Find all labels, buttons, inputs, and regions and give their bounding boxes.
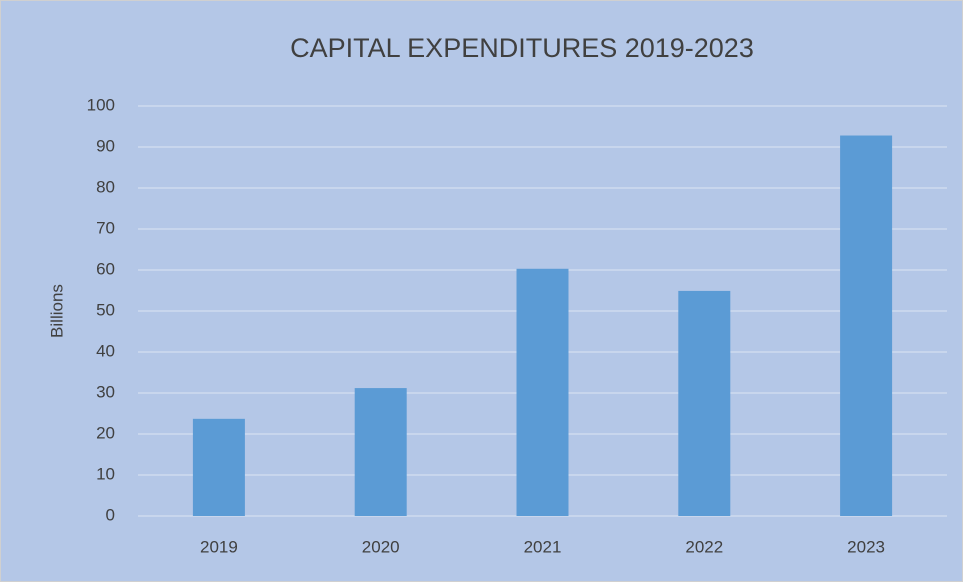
- y-tick-label: 70: [96, 218, 115, 237]
- y-tick-label: 20: [96, 423, 115, 442]
- y-tick-label: 90: [96, 136, 115, 155]
- y-tick-label: 80: [96, 177, 115, 196]
- bar: [516, 268, 569, 516]
- x-tick-label: 2023: [847, 537, 885, 556]
- y-tick-label: 50: [96, 300, 115, 319]
- bar: [192, 418, 245, 516]
- x-tick-label: 2021: [524, 537, 562, 556]
- bar: [678, 290, 731, 516]
- x-tick-label: 2022: [685, 537, 723, 556]
- y-axis-label: Billions: [47, 284, 66, 338]
- y-tick-label: 100: [87, 95, 115, 114]
- x-tick-label: 2019: [200, 537, 238, 556]
- y-tick-label: 30: [96, 382, 115, 401]
- x-tick-label: 2020: [362, 537, 400, 556]
- bar: [354, 388, 407, 516]
- y-tick-label: 40: [96, 341, 115, 360]
- chart-title: CAPITAL EXPENDITURES 2019-2023: [290, 33, 754, 63]
- bar: [840, 135, 893, 516]
- y-tick-label: 60: [96, 259, 115, 278]
- y-tick-label: 0: [106, 505, 115, 524]
- y-tick-label: 10: [96, 464, 115, 483]
